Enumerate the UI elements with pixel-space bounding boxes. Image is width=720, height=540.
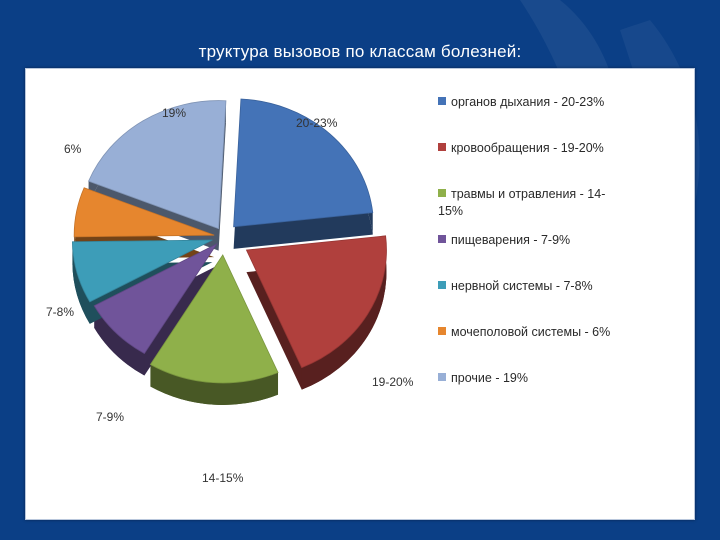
pie-slice-label: 14-15% [202, 471, 244, 485]
pie-slice-label: 20-23% [296, 116, 338, 130]
pie-slice-label: 19-20% [372, 375, 414, 389]
legend-swatch [438, 97, 446, 105]
legend-swatch [438, 143, 446, 151]
pie-slice-wall [150, 364, 279, 405]
pie-slice [245, 235, 387, 369]
legend-label: мочеполовой системы - 6% [451, 325, 610, 339]
pie-slices [72, 98, 387, 384]
pie-slice-label: 7-9% [96, 410, 124, 424]
pie-slice-label: 6% [64, 142, 82, 156]
legend-swatch [438, 189, 446, 197]
legend-label: органов дыхания - 20-23% [451, 95, 604, 109]
pie-slice [73, 187, 215, 238]
pie-slice-wall [301, 235, 387, 390]
pie-chart: 20-23% 19-20% 14-15% 7-9% 7-8% 6% 19% органов д… [46, 95, 610, 485]
legend-label: травмы и отравления - 14- [451, 187, 605, 201]
pie-slice-label: 7-8% [46, 305, 74, 319]
legend-swatch [438, 327, 446, 335]
legend-swatch [438, 235, 446, 243]
pie-slice [72, 239, 213, 303]
legend-label: 15% [438, 204, 463, 218]
legend-label: кровообращения - 19-20% [451, 141, 604, 155]
legend-label: нервной системы - 7-8% [451, 279, 593, 293]
pie-slice-wall [72, 241, 90, 324]
slide-title: труктура вызовов по классам болезней: [198, 42, 522, 61]
legend-label: прочие - 19% [451, 371, 528, 385]
legend-swatch [438, 281, 446, 289]
legend-swatch [438, 373, 446, 381]
pie-slice [88, 100, 227, 230]
chart-panel: 20-23% 19-20% 14-15% 7-9% 7-8% 6% 19% органов д… [25, 68, 695, 520]
legend: органов дыхания - 20-23% кровообращения -… [438, 95, 610, 385]
legend-label: пищеварения - 7-9% [451, 233, 570, 247]
pie-slice [233, 98, 374, 228]
pie-slice-label: 19% [162, 106, 186, 120]
pie-slice [93, 242, 218, 355]
pie-slice [149, 254, 279, 384]
